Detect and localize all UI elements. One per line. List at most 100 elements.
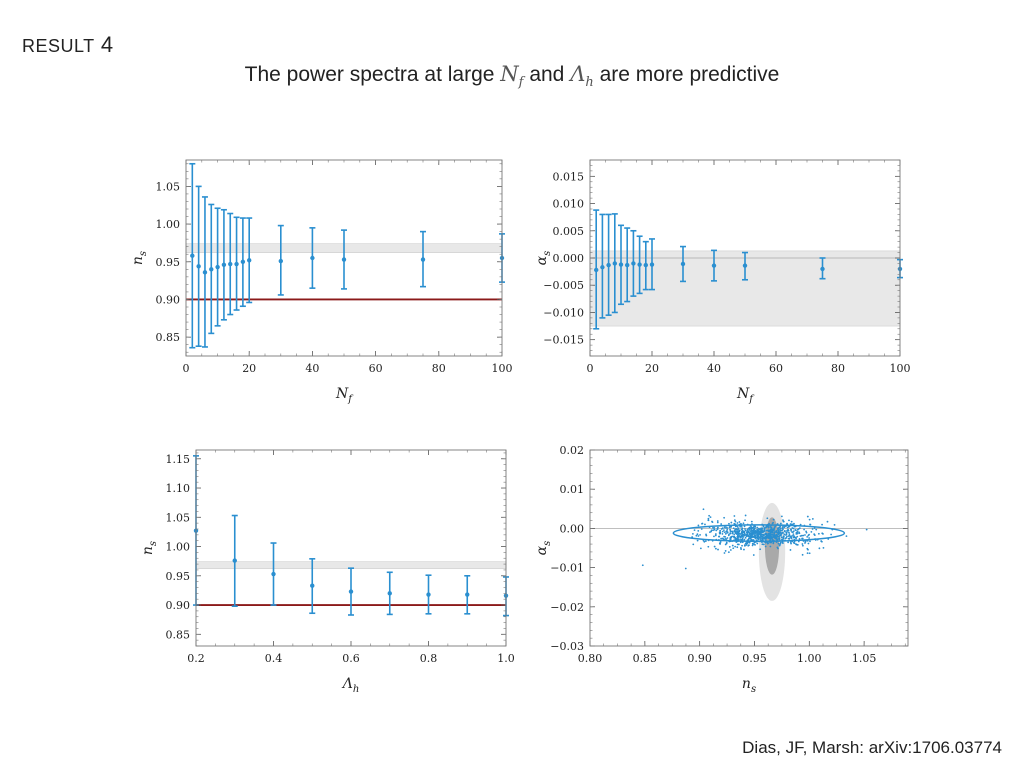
scatter-point bbox=[750, 520, 753, 523]
scatter-point bbox=[733, 533, 736, 536]
scatter-point bbox=[740, 536, 743, 538]
scatter-point bbox=[771, 538, 774, 541]
scatter-point bbox=[721, 530, 724, 533]
scatter-point bbox=[765, 534, 768, 537]
data-point bbox=[220, 208, 227, 321]
y-tick-label: 0.015 bbox=[553, 170, 585, 183]
plot-frame bbox=[195, 449, 507, 647]
scatter-point bbox=[782, 536, 785, 539]
scatter-point bbox=[738, 535, 741, 537]
y-axis-label-sub: s bbox=[148, 541, 159, 546]
x-axis-label-sub: f bbox=[347, 394, 354, 405]
scatter-point bbox=[699, 533, 701, 536]
scatter-point bbox=[807, 542, 810, 545]
y-tick-label: −0.02 bbox=[550, 601, 584, 614]
scatter-point bbox=[720, 528, 723, 530]
scatter-point bbox=[769, 545, 772, 548]
scatter-point bbox=[747, 527, 750, 530]
data-point bbox=[214, 207, 221, 327]
data-point bbox=[599, 213, 606, 319]
data-point bbox=[239, 217, 246, 308]
data-point bbox=[593, 209, 600, 330]
y-axis-label-sub: s bbox=[542, 251, 553, 256]
y-axis-label: αs bbox=[534, 251, 553, 266]
y-tick-label: 0.85 bbox=[156, 331, 181, 344]
scatter-point bbox=[772, 518, 775, 521]
y-tick-label: 1.05 bbox=[166, 511, 191, 524]
point-marker bbox=[465, 592, 470, 597]
scatter-point bbox=[744, 514, 747, 517]
scatter-point bbox=[714, 534, 717, 537]
data-point bbox=[189, 162, 196, 349]
point-marker bbox=[820, 266, 825, 272]
citation: Dias, JF, Marsh: arXiv:1706.03774 bbox=[742, 738, 1002, 757]
scatter-point bbox=[739, 547, 742, 549]
scatter-point bbox=[813, 533, 816, 536]
scatter-point bbox=[747, 534, 750, 537]
scatter-point bbox=[817, 532, 820, 535]
scatter-point bbox=[753, 527, 756, 530]
scatter-point bbox=[724, 550, 727, 552]
scatter-point bbox=[723, 526, 726, 528]
scatter-point bbox=[762, 543, 765, 546]
scatter-point bbox=[754, 534, 757, 537]
scatter-point bbox=[738, 529, 741, 532]
scatter-point bbox=[761, 543, 764, 546]
x-tick-label: 1.0 bbox=[497, 652, 515, 665]
scatter-point bbox=[811, 528, 814, 530]
scatter-point bbox=[760, 527, 762, 530]
scatter-point bbox=[767, 526, 770, 529]
data-point bbox=[819, 257, 826, 280]
slide-label: RESULT bbox=[22, 36, 95, 56]
scatter-point bbox=[743, 548, 745, 551]
y-tick-label: 1.10 bbox=[166, 482, 191, 495]
point-marker bbox=[426, 592, 431, 597]
point-marker bbox=[228, 261, 233, 267]
scatter-point bbox=[707, 545, 710, 548]
scatter-point bbox=[703, 540, 706, 543]
scatter-point bbox=[796, 528, 799, 531]
scatter-point bbox=[733, 535, 736, 538]
scatter-point bbox=[748, 541, 751, 544]
scatter-point bbox=[749, 536, 752, 539]
x-axis-label-main: N bbox=[736, 386, 750, 402]
y-tick-label: 0.01 bbox=[560, 483, 585, 496]
scatter-point bbox=[728, 545, 731, 548]
plot-area bbox=[590, 502, 908, 601]
x-tick-label: 0.90 bbox=[687, 652, 712, 665]
subtitle-suffix: are more predictive bbox=[593, 63, 780, 86]
scatter-point bbox=[759, 548, 762, 551]
scatter-point bbox=[778, 535, 781, 537]
point-marker bbox=[606, 262, 611, 268]
scatter-point bbox=[763, 528, 766, 531]
scatter-point bbox=[782, 520, 785, 523]
scatter-point bbox=[716, 521, 719, 524]
subtitle-prefix: The power spectra at large bbox=[244, 63, 501, 86]
point-marker bbox=[215, 264, 220, 270]
data-point bbox=[711, 249, 717, 282]
scatter-point bbox=[684, 567, 687, 570]
scatter-point bbox=[738, 521, 741, 523]
point-marker bbox=[387, 591, 392, 596]
scatter-point bbox=[725, 526, 728, 529]
scatter-point bbox=[726, 537, 729, 539]
scatter-point bbox=[740, 526, 743, 528]
point-marker bbox=[631, 261, 636, 266]
point-marker bbox=[341, 257, 347, 262]
x-tick-label: 60 bbox=[769, 362, 783, 375]
slide-number: 4 bbox=[100, 32, 114, 57]
y-tick-label: 1.00 bbox=[156, 218, 181, 231]
scatter-point bbox=[796, 543, 799, 546]
y-tick-label: −0.015 bbox=[543, 334, 584, 347]
y-axis-label-sub: s bbox=[542, 541, 553, 546]
data-point bbox=[605, 213, 612, 316]
scatter-point bbox=[806, 535, 809, 538]
scatter-point bbox=[786, 535, 788, 538]
scatter-point bbox=[719, 531, 722, 534]
scatter-point bbox=[754, 543, 756, 546]
scatter-point bbox=[783, 526, 786, 529]
x-tick-label: 0.80 bbox=[578, 652, 603, 665]
scatter-point bbox=[772, 521, 774, 524]
x-axis-label-main: N bbox=[335, 386, 349, 402]
scatter-point bbox=[716, 527, 719, 530]
